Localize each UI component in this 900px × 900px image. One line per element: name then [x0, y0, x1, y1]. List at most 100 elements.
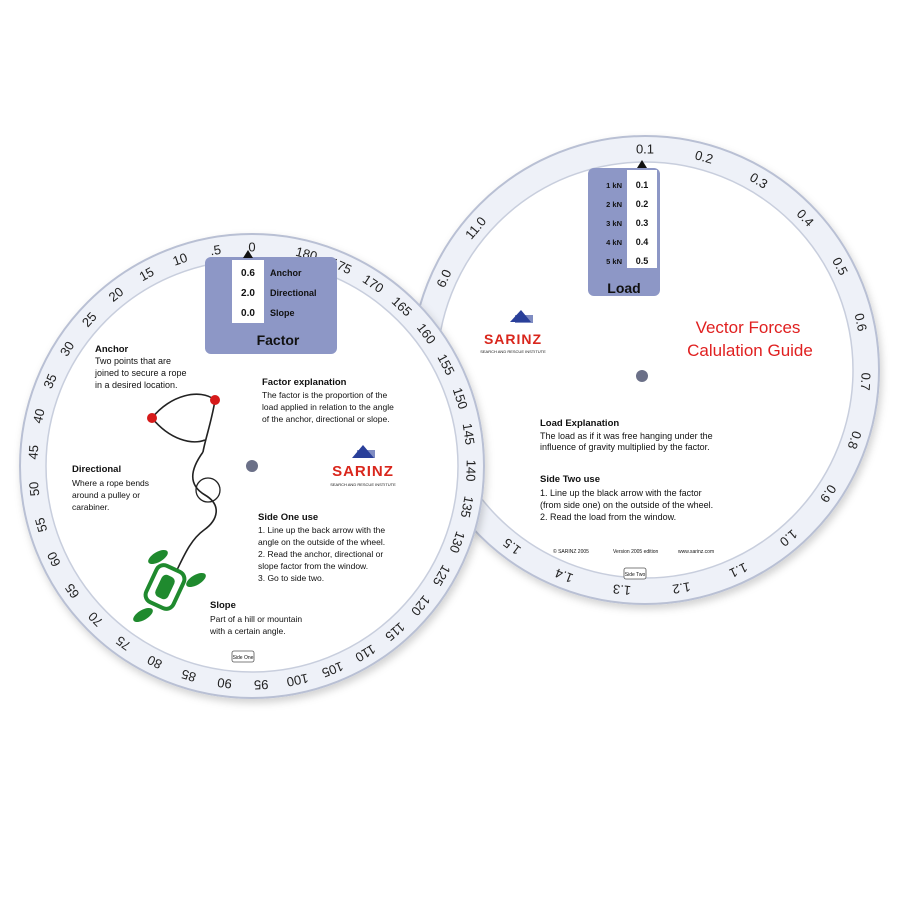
scale-label: 145	[460, 422, 478, 446]
side-one-use-line-2: angle on the outside of the wheel.	[258, 537, 385, 547]
load-value: 0.3	[636, 218, 649, 228]
factor-value: 0.0	[241, 308, 255, 319]
load-explanation-line-2: influence of gravity multiplied by the f…	[540, 442, 710, 452]
factor-window: 0.6 Anchor 2.0 Directional 0.0 Slope Factor	[205, 250, 337, 354]
footer-version: Version 2005 edition	[613, 549, 659, 555]
factor-explanation-line-3: of the anchor, directional or slope.	[262, 414, 390, 424]
side-two-tag	[623, 567, 647, 580]
load-value: 0.4	[636, 237, 649, 247]
logo-building-icon	[357, 450, 375, 458]
logo-tagline: SEARCH AND RESCUE INSTITUTE	[330, 482, 396, 487]
factor-explanation-line-2: load applied in relation to the angle	[262, 402, 394, 412]
scale-label: 150	[450, 386, 471, 411]
load-label: 2 kN	[606, 200, 622, 209]
directional-line-3: carabiner.	[72, 502, 109, 512]
load-value: 0.1	[636, 180, 649, 190]
scale-label: 15	[137, 264, 157, 284]
scale-label: 50	[26, 481, 42, 497]
shoe-icon	[133, 608, 153, 622]
pulley-icon	[195, 477, 221, 503]
load-window-cutout	[627, 170, 657, 268]
anchor-rope-line	[151, 393, 216, 419]
scale-label: 135	[458, 495, 477, 519]
sarinz-logo-one: SARINZ SEARCH AND RESCUE INSTITUTE	[330, 445, 396, 487]
load-label: 5 kN	[606, 257, 622, 266]
scale-label: 0	[248, 240, 255, 255]
load-label: 4 kN	[606, 238, 622, 247]
scale-label: 55	[32, 516, 50, 534]
factor-pointer-arrow-icon	[243, 250, 253, 258]
side-one-use-heading: Side One use	[258, 512, 318, 523]
side-two-tag-label: Side Two	[625, 572, 646, 578]
factor-window-title: Factor	[257, 332, 300, 348]
anchor-rope-line	[151, 417, 206, 443]
load-window-title: Load	[607, 280, 640, 296]
side-two-use-heading: Side Two use	[540, 474, 600, 485]
load-explanation-line-1: The load as if it was free hanging under…	[540, 431, 713, 441]
factor-value: 0.6	[241, 268, 255, 279]
wheel-two-scale: 0.1 0.20.30.40.50.60.70.80.91.01.11.21.31…	[417, 142, 874, 599]
scale-label: 6.0	[433, 267, 454, 290]
body-icon	[155, 574, 175, 600]
anchor-line-2: joined to secure a rope	[94, 368, 187, 378]
scale-label: 10	[171, 250, 190, 269]
logo-tagline: SEARCH AND RESCUE INSTITUTE	[480, 349, 546, 354]
scale-label: 30	[57, 339, 77, 359]
sarinz-logo-two: SARINZ SEARCH AND RESCUE INSTITUTE	[480, 310, 546, 354]
factor-value: 2.0	[241, 288, 255, 299]
factor-window-cutout	[232, 260, 264, 323]
shoe-icon	[186, 573, 206, 587]
directional-line-1: Where a rope bends	[72, 478, 149, 488]
scale-label: 0.1	[636, 142, 654, 157]
load-window: 1 kN 0.1 2 kN 0.2 3 kN 0.3 4 kN 0.4 5 kN 0.5 Load	[588, 160, 660, 296]
side-one-use-line-1: 1. Line up the back arrow with the	[258, 525, 385, 535]
directional-heading: Directional	[72, 464, 121, 475]
rope-illustration	[133, 393, 221, 622]
scale-label: 1.2	[671, 579, 691, 597]
scale-label: 0.7	[858, 372, 874, 391]
scale-label: 1.4	[553, 565, 575, 586]
scale-label: .5	[209, 242, 222, 259]
slope-line-2: with a certain angle.	[209, 626, 286, 636]
side-one-use-line-4: slope factor from the window.	[258, 561, 368, 571]
slope-line-1: Part of a hill or mountain	[210, 614, 302, 624]
slope-heading: Slope	[210, 600, 236, 611]
anchor-line-3: in a desired location.	[95, 380, 178, 390]
scale-label: 130	[446, 530, 468, 556]
scale-label: 0.8	[845, 429, 865, 451]
scale-label: 90	[216, 675, 232, 692]
factor-label: Anchor	[270, 268, 302, 278]
shoe-icon	[148, 550, 168, 564]
load-label: 3 kN	[606, 219, 622, 228]
wheel-one-pivot	[246, 460, 258, 472]
scale-label: 0.6	[852, 312, 871, 333]
anchor-rope-line	[202, 399, 216, 453]
anchor-point-icon	[147, 413, 157, 423]
guide-title-line-1: Vector Forces	[696, 318, 801, 337]
logo-building-icon	[515, 315, 533, 323]
wheel-two-pivot	[636, 370, 648, 382]
side-one-use-line-3: 2. Read the anchor, directional or	[258, 549, 383, 559]
scale-label: 75	[113, 633, 134, 654]
scale-label: 1.1	[727, 560, 750, 581]
factor-explanation-line-1: The factor is the proportion of the	[262, 390, 387, 400]
side-two-use-line-1: 1. Line up the black arrow with the fact…	[540, 488, 702, 498]
load-value: 0.5	[636, 256, 649, 266]
scale-label: 0.2	[693, 147, 714, 166]
anchor-line-1: Two points that are	[95, 356, 171, 366]
footer-website: www.sarinz.com	[678, 549, 714, 555]
wheel-side-two[interactable]: 0.1 0.20.30.40.50.60.70.80.91.01.11.21.31…	[410, 135, 880, 605]
scale-label: 0.5	[829, 255, 851, 278]
side-two-use-line-3: 2. Read the load from the window.	[540, 512, 676, 522]
logo-name: SARINZ	[332, 463, 394, 480]
factor-label: Directional	[270, 288, 317, 298]
scale-label: 140	[463, 460, 478, 482]
side-one-tag	[231, 650, 255, 663]
scale-label: 35	[40, 372, 59, 391]
directional-rope-line	[175, 451, 217, 573]
scale-label: 45	[25, 445, 41, 460]
anchor-heading: Anchor	[95, 344, 129, 355]
factor-explanation-heading: Factor explanation	[262, 377, 347, 388]
